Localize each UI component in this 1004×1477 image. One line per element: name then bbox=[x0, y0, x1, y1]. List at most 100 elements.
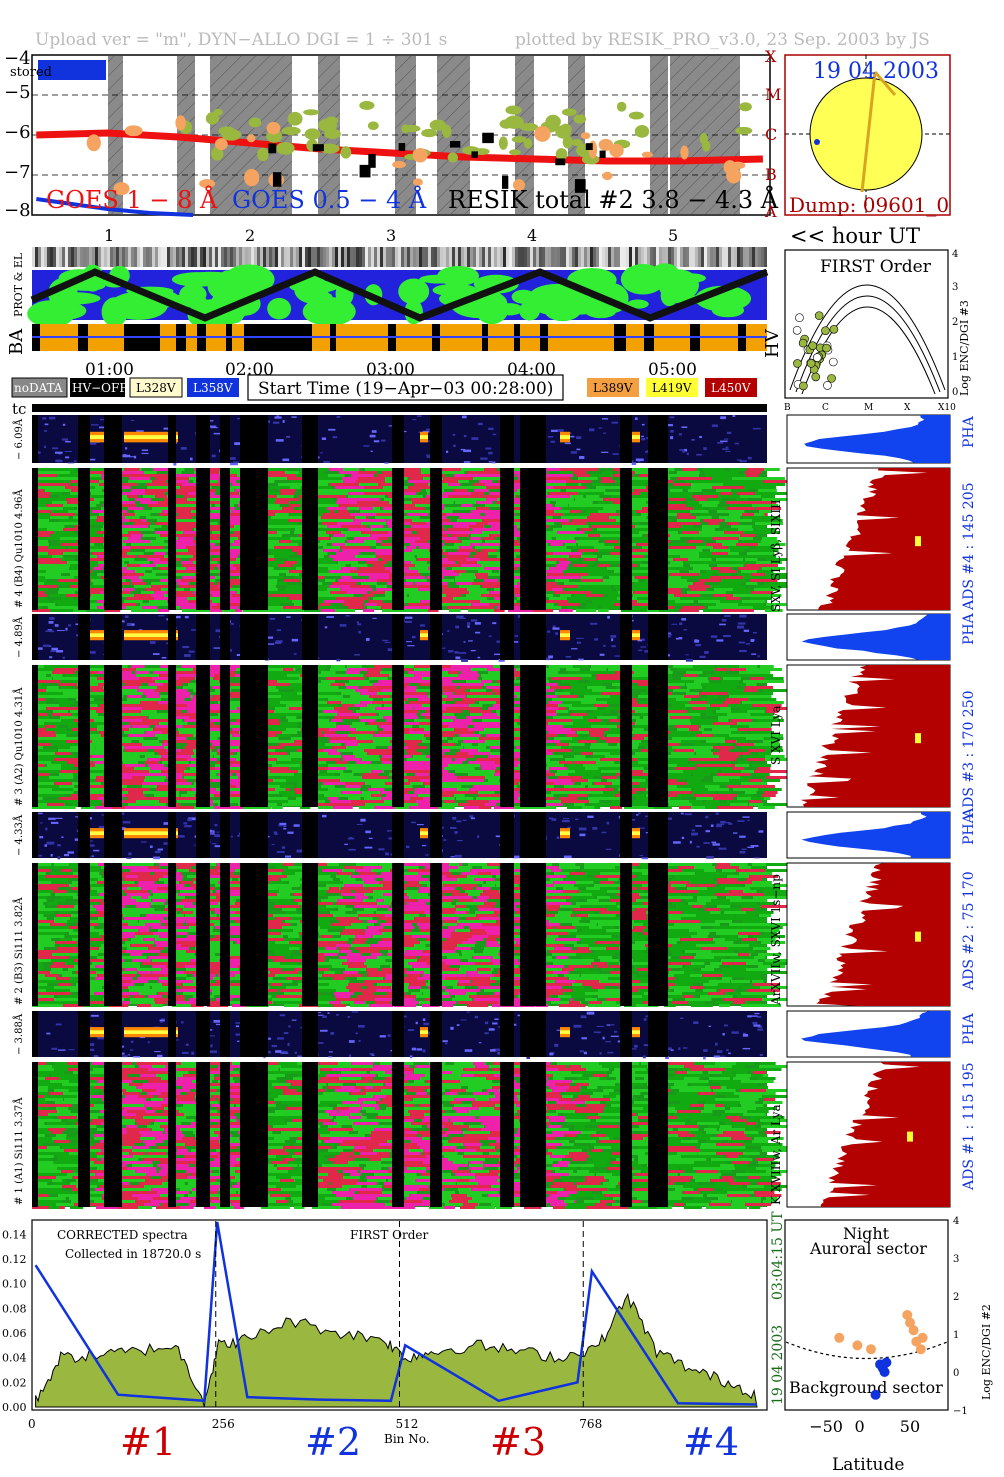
resik-point bbox=[401, 124, 410, 133]
stored-bar bbox=[38, 60, 106, 80]
legend-goes-short: GOES 0.5 − 4 Å bbox=[232, 185, 427, 214]
side-label-3: S XVI Lya bbox=[769, 706, 783, 766]
legend-l450: L450V bbox=[711, 381, 751, 395]
resik-point-dark bbox=[555, 158, 566, 166]
prot-el-label: PROT & EL bbox=[12, 252, 25, 317]
hv-ytick-2: 2 bbox=[952, 317, 958, 328]
lat-xlabel: Latitude bbox=[832, 1455, 904, 1475]
spec-label-2: # 2 (B3) Si111 3.82Å bbox=[13, 897, 25, 1005]
lat-ytick-5: −1 bbox=[953, 1406, 968, 1417]
resik-point bbox=[213, 108, 223, 116]
ads-label-2: ADS #2 : 75 170 bbox=[961, 871, 977, 991]
resik-point-hv bbox=[580, 132, 591, 140]
resik-point bbox=[735, 126, 753, 135]
side-pha-0 bbox=[786, 414, 951, 464]
side-label-4: SXV, SI Lyβ, SIXIII bbox=[769, 499, 783, 612]
ytick-goes-1: −5 bbox=[4, 82, 31, 103]
hour-ut-label: << hour UT bbox=[790, 224, 920, 248]
spectrogram-panel-7 bbox=[32, 1062, 801, 1209]
spectrum-series-0 bbox=[35, 1292, 758, 1408]
ytick-goes-4: −8 bbox=[4, 200, 31, 221]
hv-xtick-x10: X10 bbox=[938, 403, 956, 413]
hv-label: HV bbox=[762, 328, 783, 358]
spec-ytick-3: 0.08 bbox=[2, 1302, 27, 1315]
hv-point bbox=[822, 343, 831, 353]
lat-xtick-2: 50 bbox=[900, 1417, 920, 1436]
resik-point-hv bbox=[609, 143, 624, 158]
resik-point-dark bbox=[501, 175, 509, 189]
lat-point bbox=[902, 1310, 913, 1320]
sun-disc bbox=[809, 77, 923, 191]
resik-point-dark bbox=[471, 151, 478, 158]
pha-label-1: − 3.88Å bbox=[13, 1013, 25, 1055]
goes-lightcurve-panel: GOES 1 − 8 Å GOES 0.5 − 4 Å RESIK total … bbox=[4, 47, 781, 221]
hour-3: 3 bbox=[386, 226, 396, 245]
ads-label-4: ADS #4 : 145 205 bbox=[961, 482, 977, 611]
hv-xtick-m: M bbox=[864, 403, 873, 413]
hv-point bbox=[812, 353, 822, 362]
lat-point bbox=[879, 1367, 890, 1377]
resik-point-hv bbox=[113, 182, 130, 196]
ads-label-1: ADS #1 : 115 195 bbox=[961, 1062, 977, 1191]
resik-point bbox=[504, 115, 524, 129]
resik-point-dark bbox=[449, 141, 461, 148]
resik-point bbox=[429, 119, 447, 131]
pha-text-2: PHA bbox=[961, 812, 977, 845]
sun-pointer bbox=[860, 71, 877, 193]
orbit-track bbox=[30, 268, 769, 322]
lat-ytick-1: 3 bbox=[953, 1254, 959, 1265]
resik-point-hv bbox=[726, 167, 742, 184]
resik-point-dark bbox=[268, 143, 277, 154]
lat-point bbox=[908, 1325, 919, 1336]
legend-resik: RESIK total #2 3.8 − 4.3 Å bbox=[448, 185, 779, 214]
ytick-goes-2: −6 bbox=[4, 122, 31, 143]
resik-point bbox=[571, 139, 583, 147]
hv-ytick-4: 4 bbox=[952, 249, 958, 260]
ba-label: BA bbox=[6, 328, 27, 355]
spec-corrected: CORRECTED spectra bbox=[57, 1228, 188, 1242]
resik-point-dark bbox=[398, 143, 406, 151]
hv-point bbox=[814, 311, 824, 320]
sun-date: 19 04 2003 bbox=[813, 59, 939, 84]
resik-point-dark bbox=[312, 144, 324, 152]
goes-series-0 bbox=[36, 129, 763, 165]
spec-ytick-0: 0.14 bbox=[2, 1228, 27, 1241]
pha-panel-2 bbox=[32, 614, 767, 662]
hv-point bbox=[811, 372, 821, 382]
resik-point-dark bbox=[599, 150, 606, 158]
goes-series-1 bbox=[36, 197, 194, 217]
spec-xtick-0: 0 bbox=[28, 1417, 36, 1431]
channel-marker-2: #2 bbox=[305, 1420, 361, 1464]
hv-xtick-b: B bbox=[784, 403, 791, 413]
resik-point bbox=[519, 123, 539, 132]
time-0100: 01:00 bbox=[85, 360, 134, 380]
spectrogram-panel-1 bbox=[32, 468, 797, 612]
lat-ytick-3: 1 bbox=[953, 1330, 959, 1341]
lat-ytick-4: 0 bbox=[953, 1368, 959, 1379]
lat-point bbox=[870, 1389, 881, 1400]
pha-panel-0 bbox=[32, 415, 767, 466]
lat-ytick-2: 2 bbox=[953, 1292, 959, 1303]
side-pha-2 bbox=[786, 613, 951, 661]
resik-point-dark bbox=[574, 179, 586, 193]
side-ads-7 bbox=[786, 1061, 951, 1208]
resik-point bbox=[281, 126, 301, 136]
resik-point bbox=[559, 123, 572, 136]
lat-auroral: Auroral sector bbox=[809, 1239, 927, 1258]
dump-label: Dump: 09601_0 bbox=[789, 193, 949, 217]
resik-point bbox=[287, 111, 303, 126]
pha-text-1: PHA bbox=[961, 1012, 977, 1045]
legend-l419: L419V bbox=[652, 381, 692, 395]
side-ads-5 bbox=[786, 862, 951, 1007]
resik-point bbox=[555, 148, 568, 161]
resik-point-hv bbox=[86, 134, 101, 152]
pha-text-4: PHA bbox=[961, 415, 977, 448]
side-label-2: ArXVIIw, SXVI 1s−np bbox=[769, 874, 783, 1006]
resik-point-hv bbox=[244, 168, 260, 187]
spec-date: 19 04 2003 bbox=[770, 1325, 786, 1405]
side-pha-6 bbox=[786, 1010, 951, 1058]
pha-label-3: − 4.89Å bbox=[13, 616, 25, 658]
hv-point bbox=[798, 338, 808, 348]
legend-l358: L358V bbox=[193, 381, 233, 395]
channel-marker-4: #4 bbox=[683, 1420, 739, 1464]
